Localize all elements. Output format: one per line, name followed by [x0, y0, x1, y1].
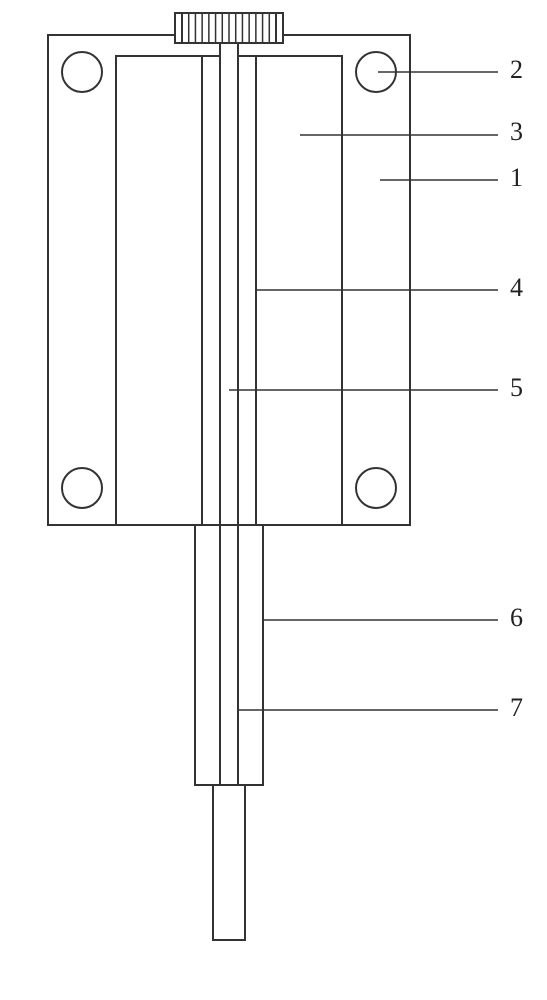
callout-label: 7 — [510, 693, 523, 722]
lower-sleeve — [195, 525, 263, 785]
callout-label: 2 — [510, 55, 523, 84]
mechanical-diagram: 2 3 1 4 5 6 7 — [0, 0, 547, 1000]
bottom-stub — [213, 785, 245, 940]
callout-label: 3 — [510, 117, 523, 146]
callout-label: 4 — [510, 273, 523, 302]
callout-label: 1 — [510, 163, 523, 192]
center-rod — [220, 30, 238, 525]
callout-label: 5 — [510, 373, 523, 402]
knurled-knob — [175, 13, 283, 43]
callout-label: 6 — [510, 603, 523, 632]
